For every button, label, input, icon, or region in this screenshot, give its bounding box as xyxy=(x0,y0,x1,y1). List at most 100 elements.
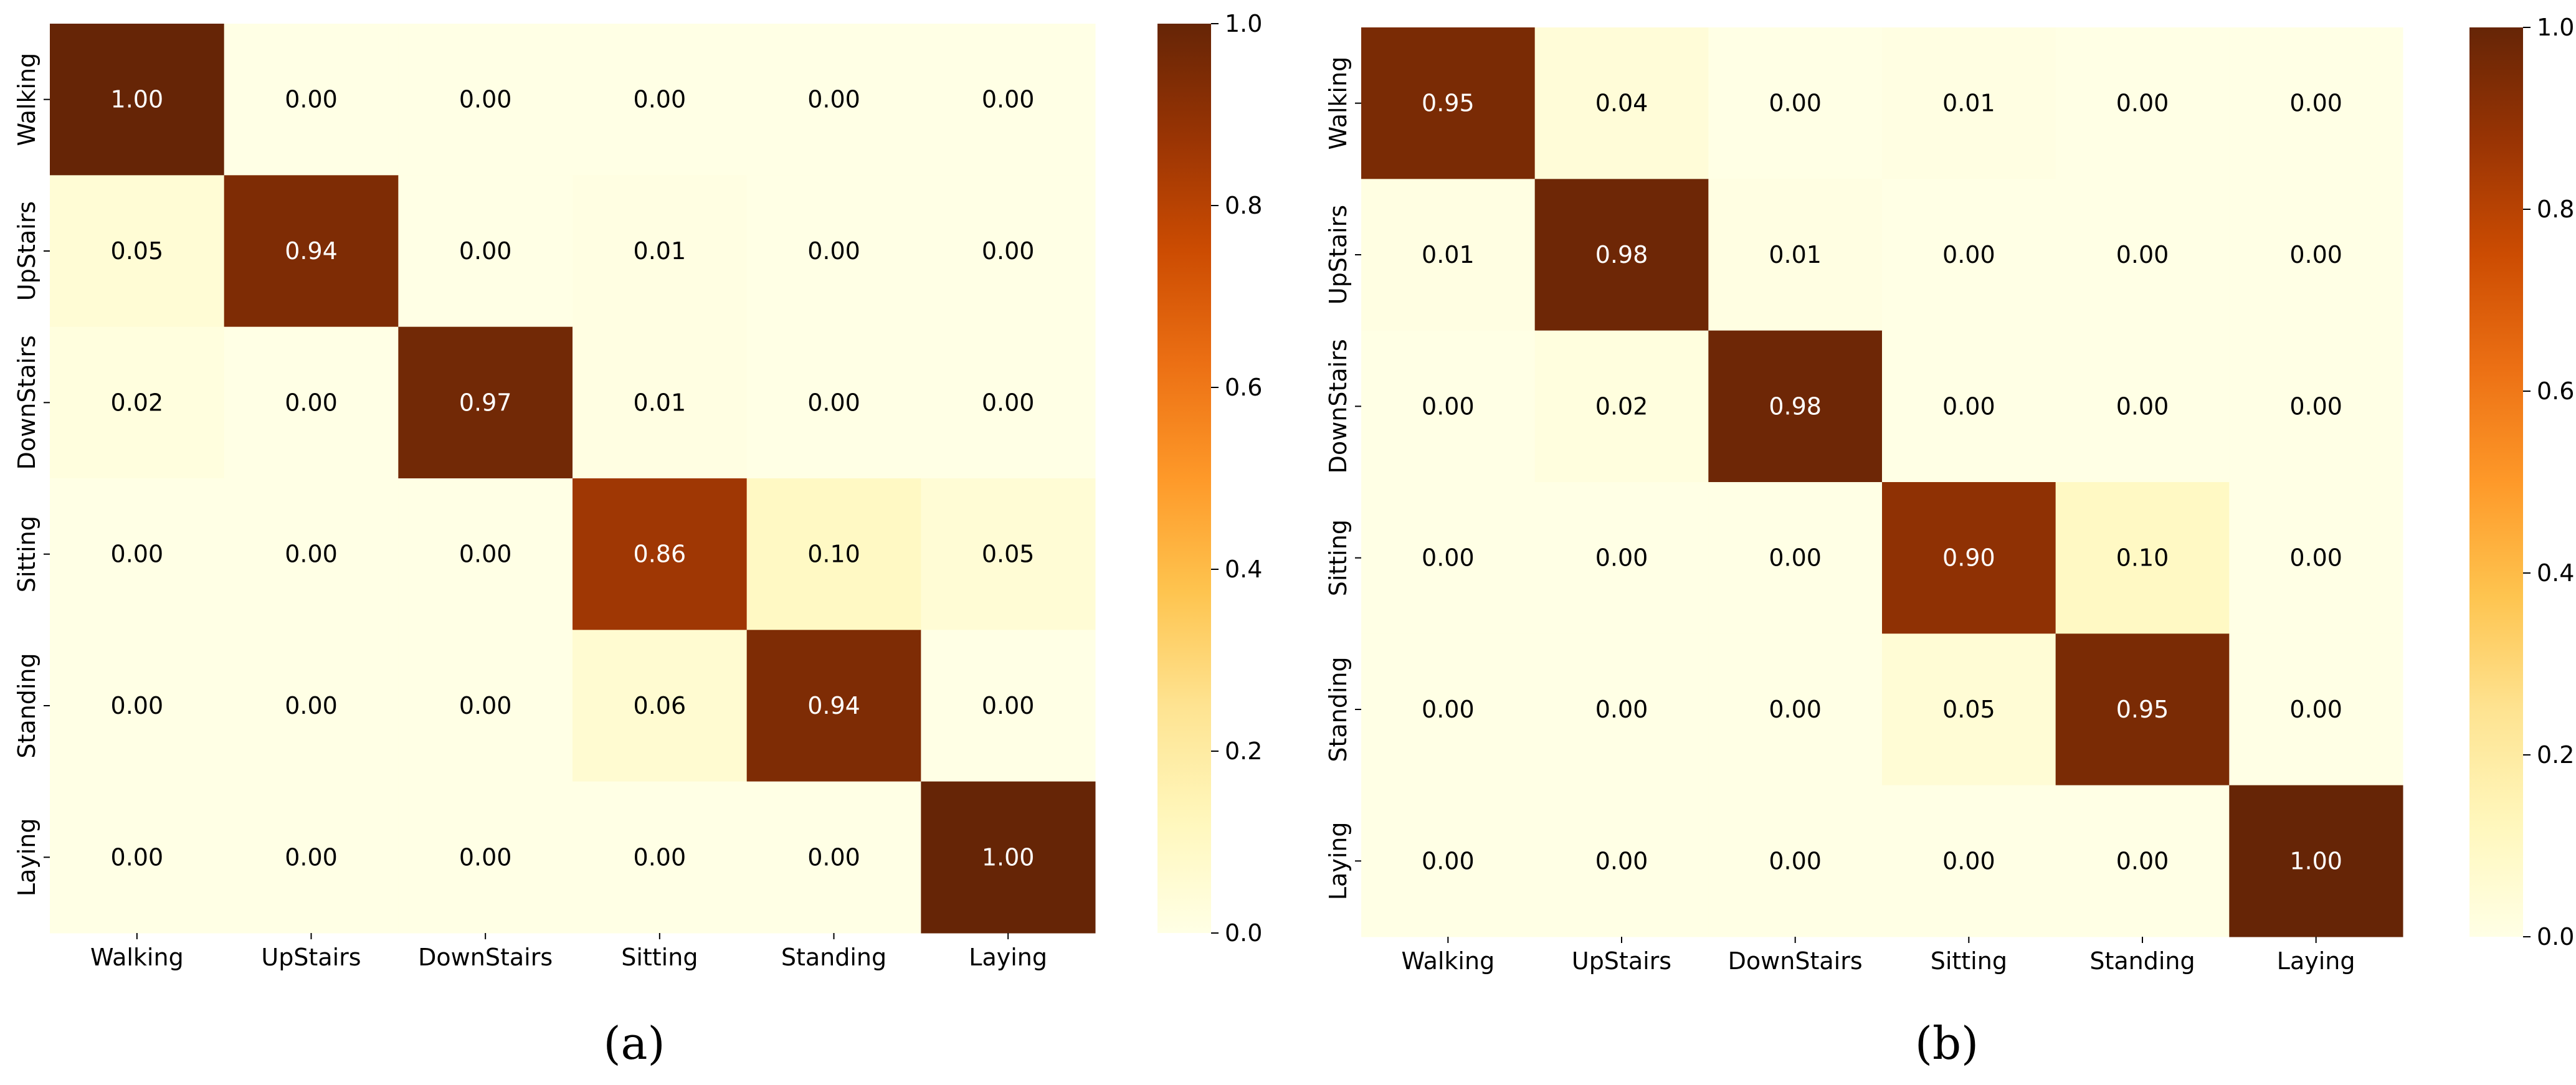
cell-value-label: 1.00 xyxy=(982,843,1035,871)
cell-value-label: 0.00 xyxy=(1595,847,1648,874)
y-tick-label: Laying xyxy=(1324,822,1352,900)
x-tick-label: Laying xyxy=(2277,947,2355,975)
y-tick-label: Sitting xyxy=(13,516,40,592)
colorbar-tick-label: 0.6 xyxy=(2537,377,2574,405)
heatmap-cell xyxy=(2229,482,2403,634)
heatmap-cell xyxy=(1882,330,2056,483)
heatmap-cell xyxy=(921,630,1096,782)
heatmap-cell xyxy=(1882,179,2056,331)
cell-value-label: 0.00 xyxy=(807,843,860,871)
cell-value-label: 0.02 xyxy=(1595,392,1648,420)
panel-caption: (a) xyxy=(603,1017,665,1069)
y-tick-label: DownStairs xyxy=(1324,339,1352,473)
heatmap-cell xyxy=(224,24,399,176)
heatmap-cell xyxy=(1534,330,1709,483)
heatmap-cell xyxy=(1708,482,1883,634)
cell-value-label: 1.00 xyxy=(2289,847,2342,874)
heatmap-cell xyxy=(1534,482,1709,634)
cell-value-label: 0.00 xyxy=(111,541,164,568)
heatmap-cell xyxy=(50,326,225,479)
cell-value-label: 0.10 xyxy=(2116,544,2169,572)
cell-value-label: 0.98 xyxy=(1769,392,1822,420)
cell-value-label: 0.95 xyxy=(1422,90,1475,117)
heatmap-cell xyxy=(1534,785,1709,937)
heatmap-panel-b: 0.95 0.04 0.00 0.01 0.00 0.000.01 0.98 0.01 0.00… xyxy=(1324,14,2574,1069)
colorbar-tick-label: 1.0 xyxy=(1225,10,1262,37)
colorbar-tick-label: 0.0 xyxy=(1225,919,1262,947)
cell-value-label: 0.00 xyxy=(1942,392,1995,420)
cell-value-label: 0.00 xyxy=(634,86,687,113)
cell-value-label: 0.05 xyxy=(1942,696,1995,723)
heatmap-cell xyxy=(921,478,1096,630)
cell-value-label: 0.86 xyxy=(634,541,687,568)
heatmap-cell xyxy=(224,630,399,782)
cell-value-label: 0.97 xyxy=(459,389,512,416)
y-tick-label: UpStairs xyxy=(1324,205,1352,305)
cell-value-label: 0.00 xyxy=(2289,392,2342,420)
heatmap-cell xyxy=(1534,179,1709,331)
heatmap-cell xyxy=(50,630,225,782)
cell-value-label: 0.00 xyxy=(459,237,512,265)
cell-value-label: 0.00 xyxy=(459,692,512,719)
heatmap-cell xyxy=(921,781,1096,934)
cell-value-label: 0.00 xyxy=(2289,90,2342,117)
heatmap-cell xyxy=(746,24,921,176)
heatmap-cell xyxy=(1361,633,1536,786)
heatmap-cell xyxy=(1361,330,1536,483)
y-tick-label: Standing xyxy=(1324,656,1352,762)
heatmap-cell xyxy=(1534,27,1709,179)
heatmap-cell xyxy=(573,630,748,782)
heatmap-cell xyxy=(224,781,399,934)
cell-value-label: 0.00 xyxy=(2116,90,2169,117)
colorbar-tick-label: 0.6 xyxy=(1225,374,1262,401)
heatmap-cell xyxy=(1708,27,1883,179)
heatmap-cell xyxy=(2229,633,2403,786)
heatmap-cell xyxy=(2229,179,2403,331)
cell-value-label: 0.00 xyxy=(1942,847,1995,874)
cell-value-label: 0.00 xyxy=(1942,241,1995,268)
cell-value-label: 0.00 xyxy=(2116,847,2169,874)
cell-value-label: 0.00 xyxy=(285,843,338,871)
y-tick-label: Standing xyxy=(13,653,40,758)
cell-value-label: 0.94 xyxy=(807,692,860,719)
cell-value-label: 0.10 xyxy=(807,541,860,568)
x-tick-label: DownStairs xyxy=(1728,947,1863,975)
x-tick-label: Standing xyxy=(2089,947,2195,975)
heatmap-cell xyxy=(398,630,573,782)
cell-value-label: 0.00 xyxy=(111,843,164,871)
heatmap-cell xyxy=(2229,27,2403,179)
heatmap-cell xyxy=(573,781,748,934)
colorbar-tick-label: 0.2 xyxy=(2537,741,2574,769)
cell-value-label: 0.00 xyxy=(982,237,1035,265)
colorbar xyxy=(2469,27,2523,937)
heatmap-cell xyxy=(398,326,573,479)
cell-value-label: 0.90 xyxy=(1942,544,1995,572)
heatmap-cell xyxy=(746,630,921,782)
colorbar-tick-label: 0.8 xyxy=(2537,196,2574,223)
colorbar-tick-label: 0.4 xyxy=(2537,559,2574,587)
heatmap-cell xyxy=(50,478,225,630)
cell-value-label: 0.00 xyxy=(285,692,338,719)
heatmap-cell xyxy=(224,175,399,328)
cell-value-label: 0.00 xyxy=(634,843,687,871)
cell-value-label: 0.05 xyxy=(111,237,164,265)
heatmap-cell xyxy=(1361,179,1536,331)
cell-value-label: 0.01 xyxy=(1769,241,1822,268)
cell-value-label: 1.00 xyxy=(111,86,164,113)
heatmap-cell xyxy=(1361,482,1536,634)
heatmap-cell xyxy=(1708,633,1883,786)
heatmap-cell xyxy=(2055,633,2230,786)
heatmap-cell xyxy=(573,175,748,328)
cell-value-label: 0.05 xyxy=(982,541,1035,568)
heatmap-cell xyxy=(1882,27,2056,179)
cell-value-label: 0.01 xyxy=(634,237,687,265)
y-tick-label: Walking xyxy=(13,53,40,146)
heatmap-cell xyxy=(921,175,1096,328)
cell-value-label: 0.00 xyxy=(459,843,512,871)
heatmap-cell xyxy=(1361,27,1536,179)
heatmap-cell xyxy=(921,326,1096,479)
colorbar-tick-label: 0.0 xyxy=(2537,923,2574,950)
cell-value-label: 0.00 xyxy=(982,692,1035,719)
cell-value-label: 0.98 xyxy=(1595,241,1648,268)
